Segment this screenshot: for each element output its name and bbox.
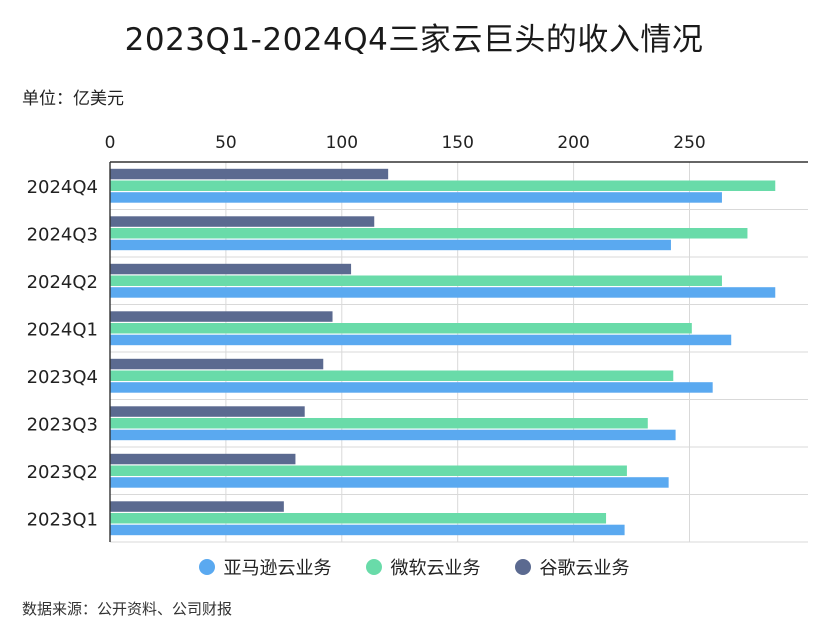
y-tick-label: 2023Q1	[27, 509, 98, 530]
bar	[110, 323, 692, 334]
bar	[110, 406, 305, 417]
bar	[110, 453, 296, 465]
legend: 亚马逊云业务 微软云业务 谷歌云业务	[0, 554, 828, 580]
y-tick-label: 2023Q4	[27, 367, 98, 388]
bar	[110, 239, 671, 251]
source-note: 数据来源：公开资料、公司财报	[22, 600, 233, 618]
bar	[110, 216, 375, 227]
unit-label: 单位：亿美元	[22, 89, 124, 109]
legend-item-azure: 微软云业务	[365, 554, 481, 580]
legend-label-google: 谷歌云业务	[539, 558, 630, 579]
bar	[110, 358, 324, 370]
bar	[110, 263, 352, 275]
bar	[110, 287, 776, 298]
x-tick-label: 50	[215, 133, 237, 153]
bar	[110, 429, 676, 441]
x-tick-label: 150	[441, 133, 473, 153]
y-tick-label: 2024Q4	[27, 177, 98, 198]
bar	[110, 477, 669, 488]
y-tick-label: 2023Q3	[27, 414, 98, 435]
y-tick-label: 2024Q2	[27, 272, 98, 293]
legend-label-azure: 微软云业务	[390, 558, 481, 579]
bar	[110, 370, 674, 381]
y-tick-label: 2024Q3	[27, 224, 98, 245]
bar	[110, 180, 776, 191]
legend-swatch-azure	[365, 559, 382, 575]
bar	[110, 513, 607, 524]
legend-label-aws: 亚马逊云业务	[223, 558, 332, 579]
x-tick-label: 250	[673, 133, 705, 153]
bar	[110, 275, 722, 286]
y-tick-label: 2023Q2	[27, 462, 98, 483]
bar	[110, 524, 625, 536]
bar	[110, 418, 648, 429]
chart-title: 2023Q1-2024Q4三家云巨头的收入情况	[124, 22, 704, 58]
legend-swatch-google	[514, 559, 531, 575]
bar	[110, 311, 333, 322]
y-tick-label: 2024Q1	[27, 319, 98, 340]
bar	[110, 192, 722, 203]
bar	[110, 465, 627, 476]
legend-item-aws: 亚马逊云业务	[198, 554, 332, 580]
bar	[110, 228, 748, 239]
x-tick-label: 100	[326, 133, 358, 153]
bar	[110, 382, 713, 393]
bar	[110, 168, 389, 180]
x-tick-label: 0	[105, 133, 116, 153]
bar	[110, 334, 732, 346]
legend-item-google: 谷歌云业务	[514, 554, 630, 580]
bar	[110, 501, 284, 512]
legend-swatch-aws	[198, 559, 215, 575]
x-tick-label: 200	[557, 133, 589, 153]
